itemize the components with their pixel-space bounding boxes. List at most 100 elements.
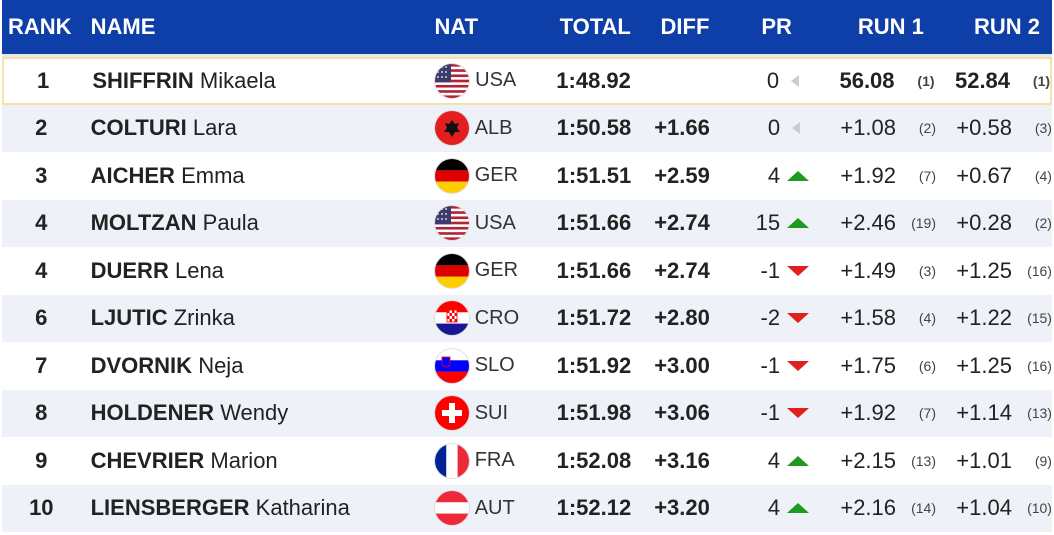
- run2-cell: +1.25 (16): [936, 353, 1052, 379]
- first-name: Marion: [210, 447, 278, 473]
- run2-time: +1.25: [956, 352, 1012, 378]
- flag-ger-icon: [434, 158, 469, 193]
- first-name: Wendy: [220, 400, 289, 426]
- run2-time: +0.67: [956, 162, 1012, 188]
- table-row[interactable]: 1 SHIFFRIN Mikaela USA 1:48.92 0 56.08 (1) 52.8…: [2, 57, 1052, 105]
- run1-time: +1.92: [840, 162, 897, 188]
- nation-code: USA: [475, 69, 517, 92]
- nation-code: GER: [474, 164, 519, 187]
- header-name[interactable]: NAME: [90, 14, 156, 39]
- last-name: COLTURI: [90, 115, 187, 141]
- last-name: AICHER: [90, 162, 175, 188]
- athlete-name[interactable]: DUERR Lena: [81, 258, 425, 284]
- total-time: 1:51.92: [556, 352, 632, 378]
- run1-time: +2.16: [840, 495, 897, 521]
- table-row[interactable]: 8 HOLDENER Wendy SUI 1:51.98 +3.06 -1 +1.92 (7)…: [2, 389, 1052, 437]
- table-row[interactable]: 7 DVORNIK Neja SLO 1:51.92 +3.00 -1 +1.75 (6) +1…: [2, 342, 1052, 390]
- nation-code: SLO: [474, 354, 515, 377]
- run1-rank: (19): [911, 215, 937, 232]
- run1-rank: (6): [918, 357, 937, 374]
- nation-code: FRA: [474, 449, 515, 472]
- total-time: 1:51.98: [556, 400, 632, 426]
- header-rank[interactable]: RANK: [8, 14, 72, 39]
- rank-cell: 8: [35, 400, 48, 426]
- position-change: 15: [710, 210, 818, 236]
- run1-cell: +2.16 (14): [818, 495, 936, 521]
- run2-time: +1.04: [956, 495, 1012, 521]
- run2-rank: (3): [1034, 120, 1052, 137]
- header-total[interactable]: TOTAL: [559, 14, 631, 39]
- run2-cell: +1.22 (15): [936, 305, 1052, 331]
- first-name: Lena: [174, 257, 224, 283]
- header-run1[interactable]: RUN 1: [857, 14, 924, 39]
- header-nat[interactable]: NAT: [434, 14, 479, 39]
- position-change-value: 4: [767, 162, 781, 188]
- last-name: CHEVRIER: [90, 447, 205, 473]
- position-change-value: -1: [760, 257, 781, 283]
- table-row[interactable]: 4 MOLTZAN Paula USA 1:51.66 +2.74 15 +2.46 (19)…: [2, 199, 1052, 247]
- nation-cell: SUI: [425, 396, 533, 431]
- athlete-name[interactable]: HOLDENER Wendy: [81, 400, 425, 426]
- rank-cell: 6: [35, 305, 48, 331]
- nation-code: ALB: [474, 116, 513, 139]
- nation-cell: ALB: [425, 111, 533, 146]
- nation-cell: SLO: [425, 348, 533, 383]
- athlete-name[interactable]: LJUTIC Zrinka: [81, 305, 425, 331]
- athlete-name[interactable]: MOLTZAN Paula: [81, 210, 425, 236]
- run2-cell: +1.14 (13): [936, 400, 1052, 426]
- triangle-up-icon: [786, 163, 810, 189]
- run1-time: +2.15: [840, 447, 897, 473]
- header-diff[interactable]: DIFF: [660, 14, 710, 39]
- last-name: LJUTIC: [90, 305, 168, 331]
- run2-cell: +1.04 (10): [936, 495, 1052, 521]
- nation-code: GER: [474, 259, 519, 282]
- time-diff: +2.80: [654, 305, 710, 331]
- run2-time: 52.84: [954, 67, 1011, 93]
- rank-cell: 2: [35, 115, 48, 141]
- nation-cell: FRA: [425, 443, 533, 478]
- table-row[interactable]: 6 LJUTIC Zrinka CRO 1:51.72 +2.80 -2 +1.58 (4) +…: [2, 294, 1052, 342]
- run2-rank: (16): [1027, 357, 1052, 374]
- run2-rank: (15): [1027, 310, 1052, 327]
- table-row[interactable]: 4 DUERR Lena GER 1:51.66 +2.74 -1 +1.49 (3) +1.2…: [2, 247, 1052, 295]
- header-run2[interactable]: RUN 2: [973, 14, 1040, 39]
- nation-cell: USA: [425, 63, 533, 98]
- triangle-left-icon: [786, 115, 810, 141]
- position-change-value: 4: [767, 447, 781, 473]
- run1-rank: (4): [918, 310, 937, 327]
- position-change: -1: [710, 400, 818, 426]
- run2-cell: +1.01 (9): [936, 448, 1052, 474]
- table-row[interactable]: 10 LIENSBERGER Katharina AUT 1:52.12 +3.20 4 +…: [2, 484, 1052, 532]
- run2-time: +1.01: [956, 447, 1012, 473]
- table-row[interactable]: 2 COLTURI Lara ALB 1:50.58 +1.66 0 +1.08 (2) +0.…: [2, 104, 1052, 152]
- run2-time: +1.22: [956, 305, 1012, 331]
- table-row[interactable]: 3 AICHER Emma GER 1:51.51 +2.59 4 +1.92 (7) +0.6…: [2, 152, 1052, 200]
- run1-cell: +1.92 (7): [818, 163, 936, 189]
- athlete-name[interactable]: DVORNIK Neja: [81, 353, 425, 379]
- position-change: 4: [710, 448, 818, 474]
- total-time: 1:51.72: [556, 305, 632, 331]
- position-change: 4: [710, 495, 818, 521]
- athlete-name[interactable]: AICHER Emma: [81, 163, 425, 189]
- flag-slo-icon: [434, 348, 469, 383]
- run2-cell: +0.67 (4): [936, 163, 1052, 189]
- athlete-name[interactable]: COLTURI Lara: [81, 115, 425, 141]
- athlete-name[interactable]: LIENSBERGER Katharina: [81, 495, 425, 521]
- first-name: Lara: [192, 115, 237, 141]
- first-name: Neja: [198, 352, 244, 378]
- time-diff: +3.00: [654, 352, 710, 378]
- header-pr[interactable]: PR: [761, 14, 792, 39]
- last-name: HOLDENER: [90, 400, 215, 426]
- nation-code: AUT: [474, 496, 515, 519]
- run2-rank: (4): [1034, 167, 1052, 184]
- time-diff: +2.74: [654, 210, 710, 236]
- run1-rank: (13): [911, 452, 937, 469]
- athlete-name[interactable]: CHEVRIER Marion: [81, 448, 425, 474]
- first-name: Zrinka: [173, 305, 235, 331]
- nation-code: SUI: [474, 401, 509, 424]
- table-row[interactable]: 9 CHEVRIER Marion FRA 1:52.08 +3.16 4 +2.15 (13…: [2, 437, 1052, 485]
- run1-rank: (3): [918, 262, 937, 279]
- run2-rank: (1): [1032, 72, 1051, 89]
- athlete-name[interactable]: SHIFFRIN Mikaela: [82, 68, 425, 94]
- run2-rank: (9): [1034, 452, 1052, 469]
